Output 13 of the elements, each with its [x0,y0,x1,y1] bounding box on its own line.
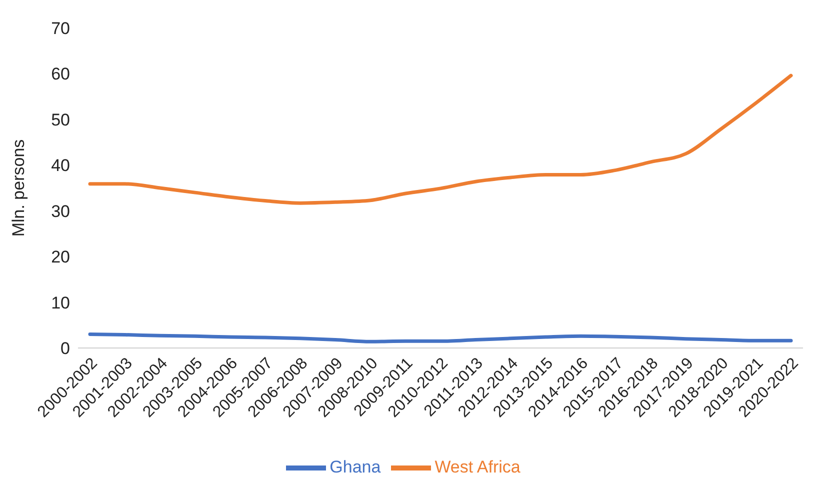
y-tick-label: 20 [51,248,70,267]
line-series [88,74,793,205]
y-tick-label: 50 [51,110,70,130]
y-tick-label: 30 [51,202,70,221]
y-tick-label: 40 [51,156,70,176]
legend-label: Ghana [330,457,381,476]
y-tick-label: 10 [51,293,70,312]
y-axis-title: Mln. persons [9,139,28,237]
legend-label: West Africa [434,457,520,476]
y-tick-label: 0 [60,339,70,358]
y-tick-label: 70 [51,19,70,38]
line-series [88,332,793,344]
y-tick-label: 60 [51,64,70,84]
